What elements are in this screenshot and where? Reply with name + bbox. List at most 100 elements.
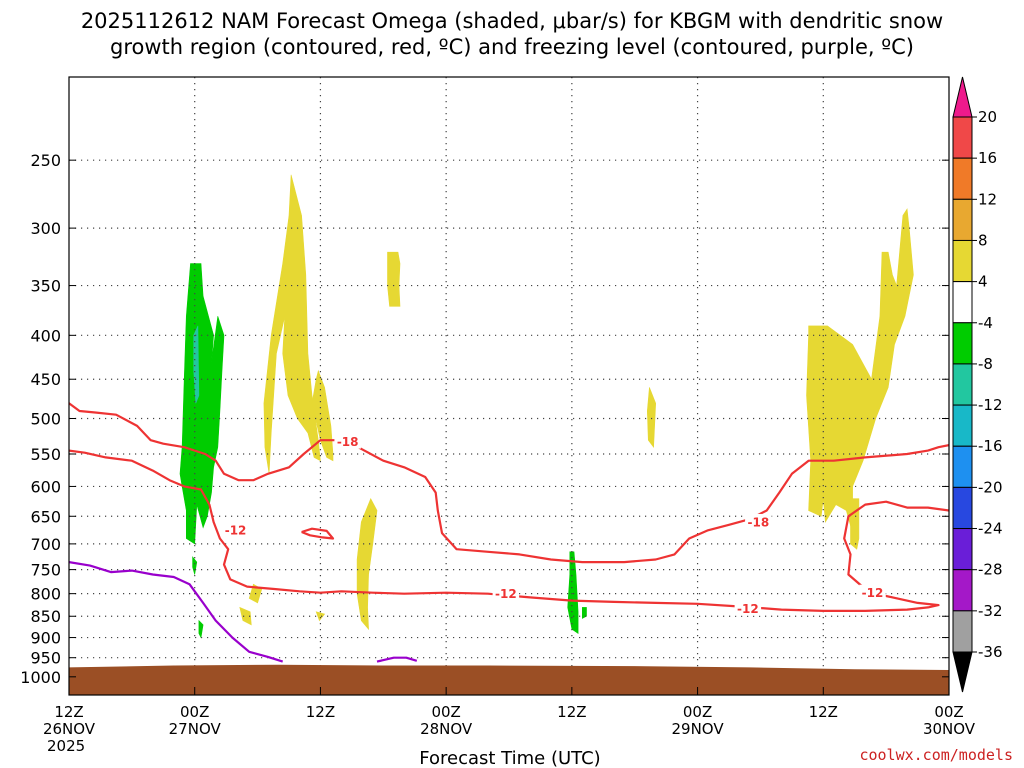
omega-shading — [179, 174, 914, 639]
colorbar-label: 16 — [978, 149, 997, 167]
ground-terrain — [69, 664, 949, 695]
x-tick-label: 12Z — [557, 703, 586, 721]
y-tick-label: 700 — [30, 535, 61, 554]
contour-label-bg — [334, 433, 361, 449]
contour-label-3: -18 — [747, 515, 769, 529]
colorbar-label: -8 — [978, 355, 993, 373]
contour-label-1: -12 — [225, 523, 247, 537]
x-tick-label: 00Z — [431, 703, 460, 721]
y-tick-label: 1000 — [20, 668, 61, 687]
freezing-contour-0 — [69, 561, 284, 663]
y-tick-label: 550 — [30, 445, 61, 464]
colorbar-swatch — [952, 116, 973, 159]
colorbar-swatch — [952, 404, 973, 447]
contour-label-bg — [734, 600, 762, 616]
x-tick-label: 28NOV — [420, 720, 473, 738]
colorbar-swatch — [952, 363, 973, 406]
colorbar-swatch — [952, 157, 973, 200]
colorbar-bottom-arrow — [952, 651, 973, 693]
x-tick-label: 12Z — [306, 703, 335, 721]
colorbar-swatch — [952, 322, 973, 365]
rising-omega-region-4 — [239, 606, 252, 626]
contour-label-bg — [859, 584, 886, 600]
colorbar-top-arrow — [952, 76, 973, 118]
freezing-contour-1 — [376, 656, 418, 663]
dgz-contour-1 — [69, 449, 949, 613]
x-tick-label: 12Z — [809, 703, 838, 721]
colorbar-label: -20 — [978, 478, 1003, 496]
contour-label-2: -12 — [495, 587, 517, 601]
colorbar-label: -28 — [978, 561, 1003, 579]
chart-title-line2: growth region (contoured, red, ºC) and f… — [110, 35, 914, 59]
y-tick-label: 300 — [30, 219, 61, 238]
plot-frame — [68, 76, 950, 696]
contour-labels: -18 -12 -12 -18 -12 -12 — [222, 433, 886, 616]
contour-label-bg — [492, 585, 520, 601]
dgz-contour-2 — [301, 527, 335, 540]
x-tick-label: 2025 — [47, 737, 85, 755]
rising-omega-region-1 — [311, 369, 334, 462]
contour-label-5: -12 — [862, 586, 884, 600]
x-tick-label: 27NOV — [169, 720, 222, 738]
y-tick-label: 500 — [30, 409, 61, 428]
colorbar-label: -12 — [978, 396, 1003, 414]
y-tick-label: 400 — [30, 326, 61, 345]
y-tick-label: 800 — [30, 585, 61, 604]
dgz-contour-0 — [69, 402, 949, 564]
sinking-omega-region-12 — [198, 619, 204, 639]
y-tick-label: 950 — [30, 649, 61, 668]
rising-omega-region-7 — [646, 387, 657, 449]
rising-omega-region-8 — [806, 208, 914, 534]
colorbar-label: 8 — [978, 231, 988, 249]
y-tick-label: 650 — [30, 507, 61, 526]
colorbar: 20 16 12 8 4 -4 -8 -12 -16 -20 -24 -28 -32 -36 — [952, 76, 1003, 693]
y-tick-label: 450 — [30, 370, 61, 389]
colorbar-label: -32 — [978, 602, 1003, 620]
colorbar-label: 4 — [978, 273, 988, 291]
contour-label-bg — [745, 513, 772, 529]
colorbar-swatch — [952, 239, 973, 283]
rising-omega-region-6 — [315, 611, 326, 622]
colorbar-swatch — [952, 528, 973, 571]
y-tick-label: 350 — [30, 277, 61, 296]
x-tick-label: 29NOV — [672, 720, 725, 738]
y-tick-label: 750 — [30, 561, 61, 580]
colorbar-label: 12 — [978, 190, 997, 208]
colorbar-swatch — [952, 445, 973, 488]
contour-label-bg — [222, 521, 249, 537]
y-tick-label: 900 — [30, 629, 61, 648]
sinking-omega-region-13 — [567, 551, 579, 634]
rising-omega-region-0 — [263, 174, 321, 474]
ground-fill — [69, 664, 949, 695]
x-tick-label: 00Z — [180, 703, 209, 721]
y-tick-label: 850 — [30, 607, 61, 626]
y-tick-label: 250 — [30, 151, 61, 170]
colorbar-swatch — [952, 198, 973, 241]
sinking-omega-region-11 — [192, 556, 198, 575]
x-tick-label: 00Z — [934, 703, 963, 721]
colorbar-label: 20 — [978, 108, 997, 126]
colorbar-label: -36 — [978, 643, 1003, 661]
colorbar-label: -24 — [978, 520, 1003, 538]
contour-label-0: -18 — [337, 435, 359, 449]
x-tick-label: 26NOV — [43, 720, 96, 738]
colorbar-swatch — [952, 281, 973, 324]
y-axis-ticks: 250 300 350 400 450 500 550 600 650 700 750 800 850 9… — [20, 151, 949, 687]
x-tick-label: 12Z — [54, 703, 83, 721]
colorbar-label: -16 — [978, 437, 1003, 455]
y-tick-label: 600 — [30, 477, 61, 496]
rising-omega-region-2 — [387, 251, 401, 307]
grid-lines — [69, 77, 949, 695]
colorbar-swatch — [952, 569, 973, 612]
x-axis-label: Forecast Time (UTC) — [419, 748, 600, 768]
colorbar-swatch — [952, 610, 973, 653]
x-tick-label: 30NOV — [923, 720, 976, 738]
rising-omega-region-3 — [356, 497, 378, 631]
colorbar-label: -4 — [978, 314, 993, 332]
credit-text: coolwx.com/models — [859, 746, 1013, 764]
rising-omega-region-9 — [850, 498, 860, 550]
x-tick-label: 00Z — [683, 703, 712, 721]
contour-lines — [69, 402, 949, 663]
